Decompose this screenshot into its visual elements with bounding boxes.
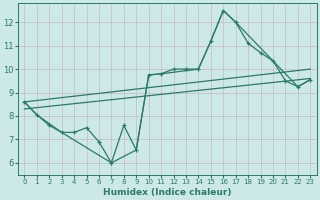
- X-axis label: Humidex (Indice chaleur): Humidex (Indice chaleur): [103, 188, 232, 197]
